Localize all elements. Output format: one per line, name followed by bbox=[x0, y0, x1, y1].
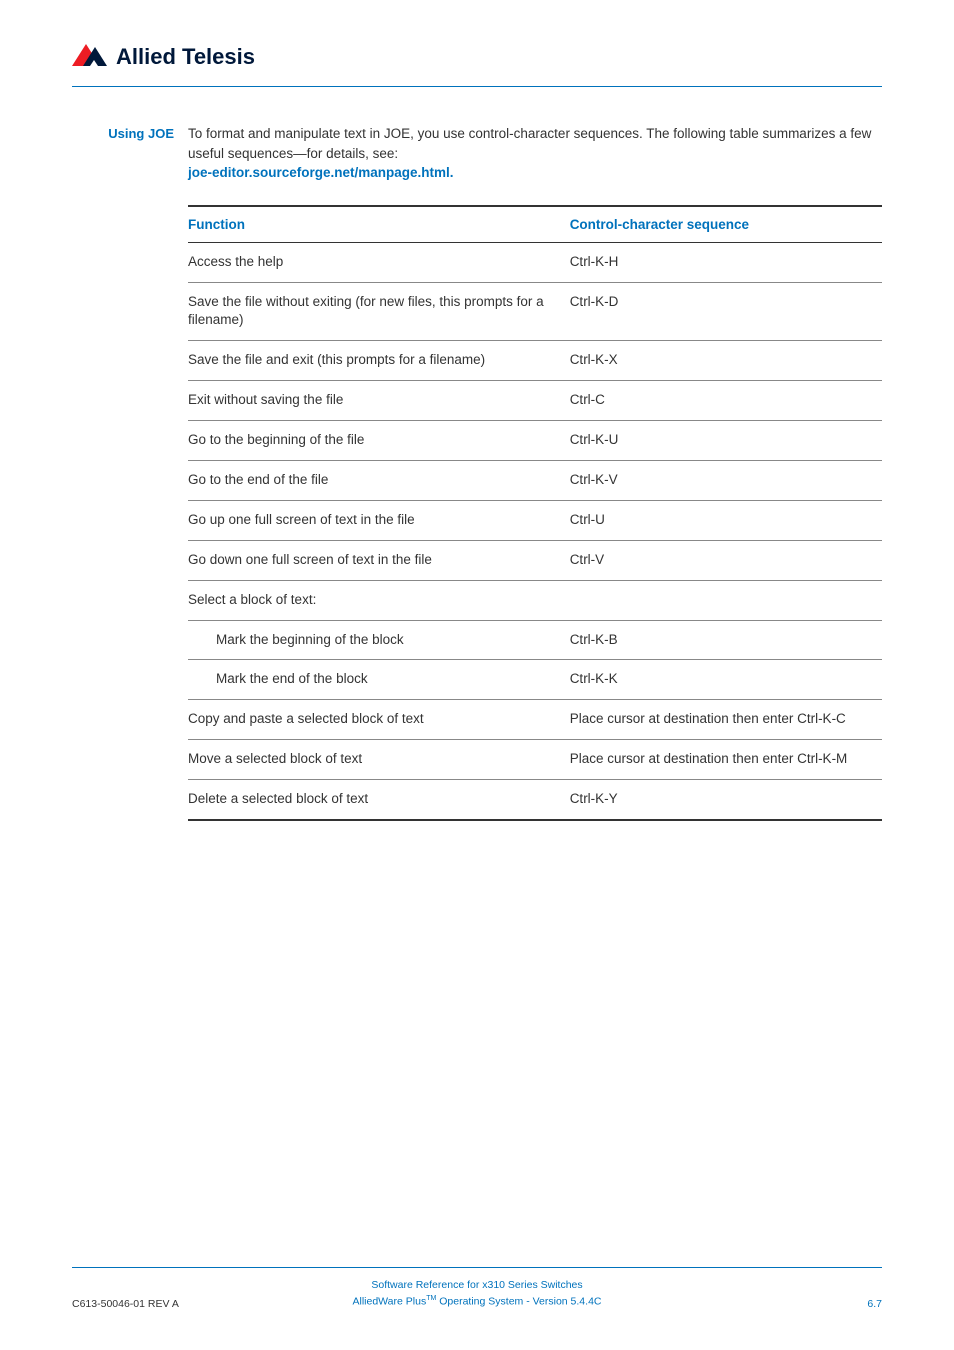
intro-text: To format and manipulate text in JOE, yo… bbox=[188, 126, 871, 161]
th-sequence: Control-character sequence bbox=[570, 206, 882, 243]
cell-sequence: Place cursor at destination then enter C… bbox=[570, 700, 882, 740]
cell-function: Go to the beginning of the file bbox=[188, 421, 570, 461]
footer-title2-pre: AlliedWare Plus bbox=[352, 1295, 426, 1307]
cell-function: Copy and paste a selected block of text bbox=[188, 700, 570, 740]
footer-title2-post: Operating System - Version 5.4.4C bbox=[436, 1295, 601, 1307]
brand-logo: Allied Telesis bbox=[72, 42, 282, 74]
cell-sequence: Ctrl-K-H bbox=[570, 242, 882, 282]
table-row: Access the helpCtrl-K-H bbox=[188, 242, 882, 282]
table-row: Save the file without exiting (for new f… bbox=[188, 282, 882, 341]
cell-function: Access the help bbox=[188, 242, 570, 282]
cell-function: Mark the beginning of the block bbox=[188, 620, 570, 660]
footer-rule bbox=[72, 1267, 882, 1268]
cell-sequence: Ctrl-K-D bbox=[570, 282, 882, 341]
cell-function: Go down one full screen of text in the f… bbox=[188, 540, 570, 580]
intro-paragraph: To format and manipulate text in JOE, yo… bbox=[188, 124, 882, 183]
section-side-label: Using JOE bbox=[72, 124, 188, 821]
cell-sequence: Ctrl-K-Y bbox=[570, 780, 882, 820]
cell-sequence: Ctrl-K-K bbox=[570, 660, 882, 700]
table-row: Go to the beginning of the fileCtrl-K-U bbox=[188, 421, 882, 461]
footer-docnum: C613-50046-01 REV A bbox=[72, 1298, 212, 1310]
main-content: Using JOE To format and manipulate text … bbox=[72, 124, 882, 821]
table-row: Go down one full screen of text in the f… bbox=[188, 540, 882, 580]
cell-function: Exit without saving the file bbox=[188, 381, 570, 421]
header-rule bbox=[72, 86, 882, 87]
footer-title1: Software Reference for x310 Series Switc… bbox=[371, 1279, 582, 1291]
cell-function: Save the file without exiting (for new f… bbox=[188, 282, 570, 341]
shortcuts-table: Function Control-character sequence Acce… bbox=[188, 205, 882, 821]
cell-function: Delete a selected block of text bbox=[188, 780, 570, 820]
logo-text: Allied Telesis bbox=[116, 44, 255, 69]
table-row: Exit without saving the fileCtrl-C bbox=[188, 381, 882, 421]
table-row: Mark the beginning of the blockCtrl-K-B bbox=[188, 620, 882, 660]
cell-sequence: Ctrl-V bbox=[570, 540, 882, 580]
cell-sequence: Ctrl-U bbox=[570, 500, 882, 540]
table-row: Mark the end of the blockCtrl-K-K bbox=[188, 660, 882, 700]
footer-center: Software Reference for x310 Series Switc… bbox=[212, 1278, 742, 1310]
cell-sequence: Ctrl-C bbox=[570, 381, 882, 421]
table-row: Delete a selected block of textCtrl-K-Y bbox=[188, 780, 882, 820]
cell-sequence: Place cursor at destination then enter C… bbox=[570, 740, 882, 780]
cell-function: Move a selected block of text bbox=[188, 740, 570, 780]
footer-tm: TM bbox=[426, 1295, 436, 1302]
page-footer: C613-50046-01 REV A Software Reference f… bbox=[72, 1267, 882, 1310]
table-row: Select a block of text: bbox=[188, 580, 882, 620]
table-row: Copy and paste a selected block of textP… bbox=[188, 700, 882, 740]
footer-pagenum: 6.7 bbox=[742, 1298, 882, 1310]
table-row: Go up one full screen of text in the fil… bbox=[188, 500, 882, 540]
cell-function: Go to the end of the file bbox=[188, 461, 570, 501]
cell-function: Go up one full screen of text in the fil… bbox=[188, 500, 570, 540]
th-function: Function bbox=[188, 206, 570, 243]
table-row: Go to the end of the fileCtrl-K-V bbox=[188, 461, 882, 501]
cell-sequence: Ctrl-K-X bbox=[570, 341, 882, 381]
cell-function: Save the file and exit (this prompts for… bbox=[188, 341, 570, 381]
cell-sequence: Ctrl-K-B bbox=[570, 620, 882, 660]
cell-sequence: Ctrl-K-V bbox=[570, 461, 882, 501]
manpage-link[interactable]: joe-editor.sourceforge.net/manpage.html. bbox=[188, 165, 454, 180]
table-row: Save the file and exit (this prompts for… bbox=[188, 341, 882, 381]
cell-sequence: Ctrl-K-U bbox=[570, 421, 882, 461]
table-row: Move a selected block of textPlace curso… bbox=[188, 740, 882, 780]
cell-function: Mark the end of the block bbox=[188, 660, 570, 700]
cell-function: Select a block of text: bbox=[188, 580, 882, 620]
